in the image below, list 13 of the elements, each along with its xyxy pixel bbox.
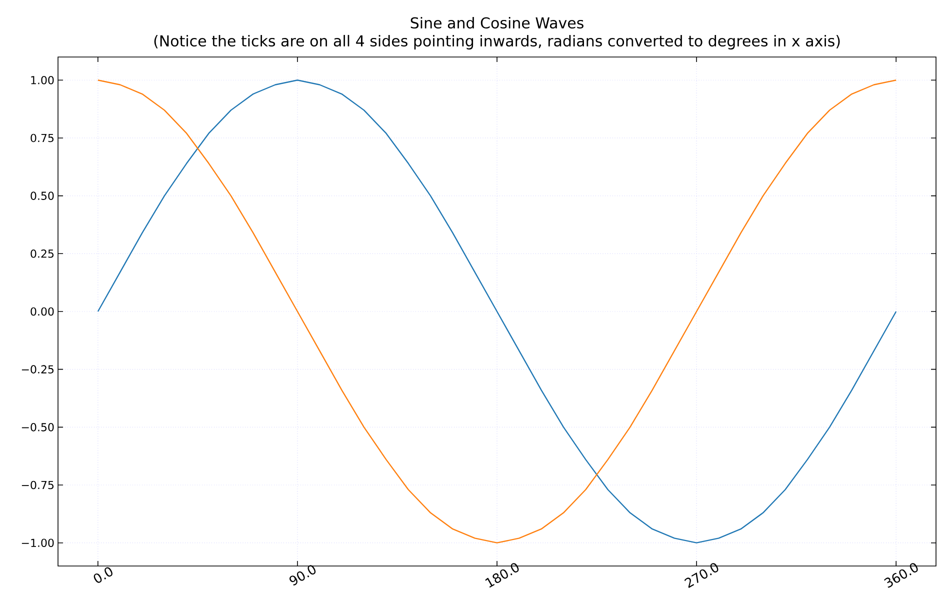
y-tick-label: −0.50	[22, 423, 54, 432]
y-tick-label: −0.75	[22, 480, 54, 490]
chart-title: Sine and Cosine Waves	[410, 16, 584, 29]
y-tick-label: 0.00	[30, 307, 54, 316]
x-tick-label: 90.0	[290, 565, 316, 586]
y-tick-label: 0.50	[30, 192, 54, 200]
chart-subtitle: (Notice the ticks are on all 4 sides pointing inwards, radians converted to degrees in x axis)	[154, 34, 840, 50]
y-tick-label: −0.25	[22, 365, 54, 374]
x-tick-label: 0.0	[94, 567, 112, 583]
y-tick-label: −1.00	[22, 538, 54, 548]
y-tick-label: 1.00	[31, 76, 54, 84]
y-tick-label: 0.75	[30, 134, 54, 142]
y-tick-label: 0.25	[30, 249, 54, 258]
